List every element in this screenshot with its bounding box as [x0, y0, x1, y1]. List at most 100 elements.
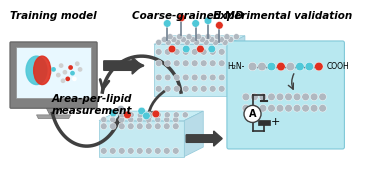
Circle shape — [70, 71, 75, 76]
Circle shape — [51, 67, 56, 72]
Circle shape — [145, 123, 152, 129]
Circle shape — [172, 148, 179, 154]
Circle shape — [124, 111, 131, 119]
Circle shape — [193, 39, 200, 45]
Circle shape — [171, 36, 177, 43]
Circle shape — [164, 60, 171, 67]
Circle shape — [248, 62, 257, 71]
Circle shape — [286, 62, 295, 71]
Circle shape — [180, 36, 187, 43]
Circle shape — [117, 105, 124, 113]
Circle shape — [319, 105, 326, 112]
Circle shape — [197, 45, 204, 53]
Circle shape — [164, 74, 171, 81]
Circle shape — [218, 49, 225, 55]
Circle shape — [145, 148, 152, 154]
Circle shape — [154, 148, 161, 154]
Circle shape — [146, 112, 152, 118]
Circle shape — [143, 112, 150, 120]
Circle shape — [218, 85, 225, 92]
Circle shape — [212, 39, 219, 45]
Polygon shape — [46, 107, 61, 115]
Circle shape — [310, 93, 318, 101]
Circle shape — [242, 93, 250, 101]
Circle shape — [210, 49, 216, 55]
Polygon shape — [154, 44, 228, 96]
Circle shape — [296, 62, 304, 71]
Circle shape — [222, 39, 228, 45]
Circle shape — [173, 74, 180, 81]
Polygon shape — [99, 111, 203, 121]
Circle shape — [186, 34, 192, 40]
Circle shape — [216, 22, 223, 29]
Circle shape — [174, 39, 181, 45]
Circle shape — [164, 112, 170, 118]
Circle shape — [205, 34, 211, 40]
Text: COOH: COOH — [326, 62, 349, 71]
Circle shape — [182, 49, 189, 55]
Text: +: + — [270, 117, 280, 127]
Circle shape — [319, 93, 326, 101]
Circle shape — [218, 60, 225, 67]
Polygon shape — [36, 115, 70, 119]
Circle shape — [62, 70, 67, 75]
Circle shape — [200, 74, 207, 81]
Polygon shape — [154, 36, 245, 44]
Circle shape — [156, 39, 162, 45]
Circle shape — [164, 148, 170, 154]
Text: H₂N-: H₂N- — [227, 62, 245, 71]
Circle shape — [276, 105, 284, 112]
Circle shape — [155, 60, 162, 67]
Circle shape — [137, 123, 143, 129]
Circle shape — [268, 105, 275, 112]
Circle shape — [137, 117, 143, 123]
Circle shape — [68, 65, 73, 70]
Circle shape — [190, 36, 196, 43]
Circle shape — [164, 20, 171, 27]
FancyBboxPatch shape — [10, 42, 97, 108]
Circle shape — [203, 39, 209, 45]
Circle shape — [119, 123, 125, 129]
Text: Area-per-lipid
measurement: Area-per-lipid measurement — [51, 94, 132, 116]
Circle shape — [214, 34, 220, 40]
Circle shape — [210, 60, 216, 67]
Circle shape — [191, 85, 198, 92]
Circle shape — [128, 112, 134, 118]
Circle shape — [233, 34, 239, 40]
Circle shape — [110, 123, 116, 129]
Circle shape — [293, 93, 301, 101]
Circle shape — [161, 36, 168, 43]
Circle shape — [191, 49, 198, 55]
Circle shape — [177, 34, 182, 40]
Text: A: A — [249, 109, 256, 119]
Circle shape — [164, 117, 170, 123]
Circle shape — [200, 60, 207, 67]
Circle shape — [110, 117, 116, 123]
Circle shape — [285, 93, 292, 101]
FancyBboxPatch shape — [258, 120, 270, 125]
Circle shape — [310, 105, 318, 112]
Circle shape — [302, 93, 310, 101]
Circle shape — [191, 74, 198, 81]
Circle shape — [285, 105, 292, 112]
Circle shape — [244, 105, 261, 122]
Circle shape — [200, 85, 207, 92]
Circle shape — [173, 85, 180, 92]
Circle shape — [182, 60, 189, 67]
Circle shape — [165, 39, 171, 45]
FancyArrow shape — [104, 57, 142, 74]
Circle shape — [251, 105, 258, 112]
Circle shape — [182, 112, 188, 118]
Circle shape — [110, 112, 116, 118]
Circle shape — [119, 148, 125, 154]
Circle shape — [146, 117, 152, 123]
Circle shape — [200, 49, 207, 55]
Circle shape — [100, 148, 107, 154]
Circle shape — [164, 49, 171, 55]
Circle shape — [293, 105, 301, 112]
Circle shape — [155, 85, 162, 92]
Ellipse shape — [34, 56, 51, 84]
Circle shape — [137, 148, 143, 154]
Circle shape — [182, 85, 189, 92]
Circle shape — [78, 67, 82, 72]
